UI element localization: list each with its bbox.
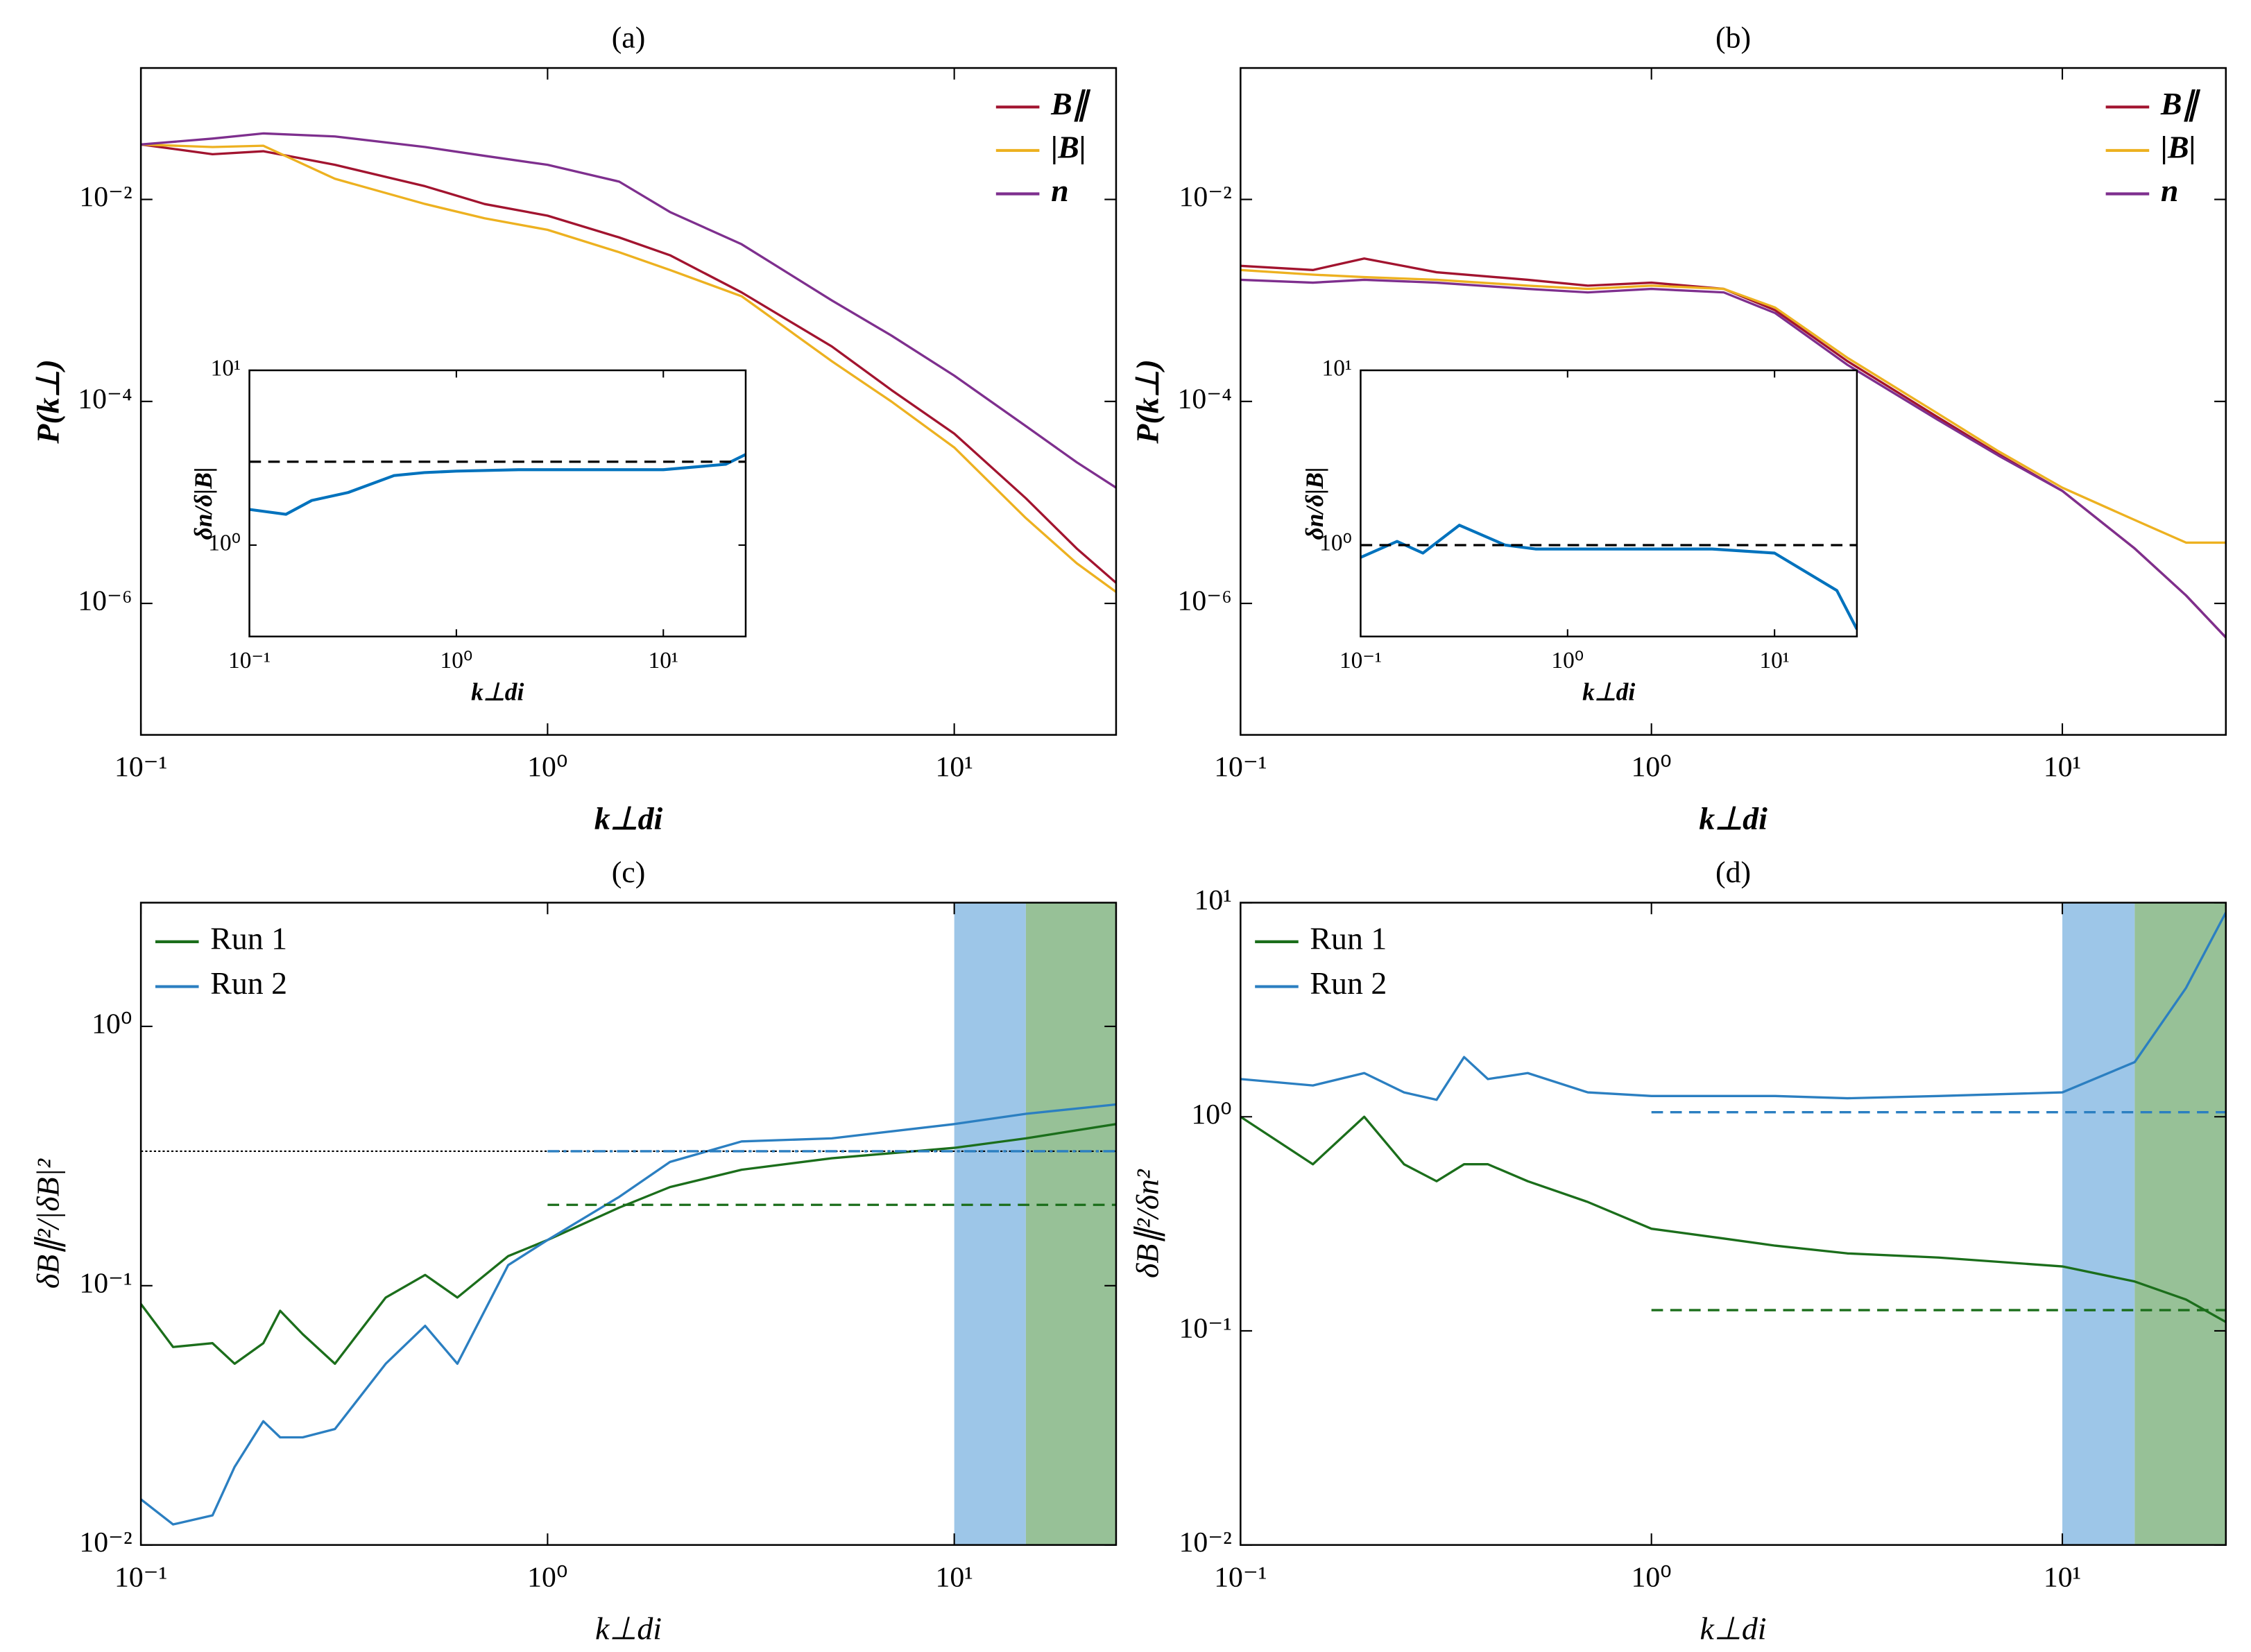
legend-label: n (1051, 173, 1069, 208)
y-tick-label: 10⁻² (1179, 1526, 1232, 1558)
y-axis-label: δB∥²/δn² (1130, 1169, 1165, 1278)
axes-frame (139, 902, 1118, 1546)
plot-content (249, 453, 746, 516)
legend-label: B∥ (1050, 86, 1091, 122)
y-axis-label: δB∥²/|δB|² (30, 1158, 65, 1289)
panel-title: (c) (612, 856, 646, 889)
inset: 10⁻¹ 10⁰ 10¹ 10⁰ 10¹ k⊥di δn/δ|B| (189, 356, 747, 705)
x-axis-label: k⊥di (595, 1610, 662, 1646)
x-tick-label: 10⁰ (1631, 1561, 1671, 1593)
panel-title: (d) (1715, 856, 1751, 889)
legend-label: |B| (2161, 129, 2196, 164)
x-tick-label: 10⁰ (440, 648, 473, 673)
y-tick-label: 10¹ (1322, 356, 1352, 381)
x-axis-label: k⊥di (1700, 1610, 1767, 1646)
x-tick-label: 10⁰ (1631, 751, 1671, 783)
x-tick-label: 10⁰ (527, 1561, 567, 1593)
y-tick-label: 10⁻¹ (1179, 1313, 1232, 1345)
y-tick-label: 10⁻⁶ (1178, 585, 1232, 617)
shaded-span (954, 902, 1026, 1545)
y-axis-label: P(k⊥) (1130, 359, 1165, 444)
x-tick-label: 10⁰ (1551, 648, 1584, 673)
axes-frame (1360, 369, 1858, 638)
shaded-span (2134, 902, 2226, 1545)
x-axis-label: k⊥di (471, 678, 524, 705)
series-line (141, 1123, 1116, 1366)
y-axis-label: P(k⊥) (30, 359, 65, 444)
series-line (1240, 911, 2226, 1101)
y-tick-label: 10⁰ (208, 531, 241, 556)
plot-content (1240, 902, 2226, 1545)
x-axis-label: k⊥di (1582, 678, 1635, 705)
y-tick-label: 10⁰ (1191, 1099, 1231, 1130)
legend-label: |B| (1051, 129, 1086, 164)
series-line (141, 132, 1116, 489)
shaded-span (1025, 902, 1116, 1545)
legend-label: Run 1 (210, 920, 287, 956)
x-axis-label: k⊥di (1699, 800, 1768, 836)
series-line (1240, 268, 2226, 544)
inset: 10⁻¹ 10⁰ 10¹ 10⁰ 10¹ k⊥di δn/δ|B| (1301, 356, 1858, 705)
series-line (1360, 524, 1857, 630)
series-line (249, 453, 746, 516)
legend-label: B∥ (2160, 86, 2201, 122)
y-tick-label: 10⁻² (79, 181, 132, 213)
plot-content (1360, 524, 1857, 630)
x-tick-label: 10¹ (936, 1561, 973, 1593)
y-tick-label: 10⁰ (92, 1008, 132, 1040)
x-tick-label: 10⁻¹ (114, 1561, 167, 1593)
y-tick-label: 10⁰ (1319, 531, 1352, 556)
series-line (141, 143, 1116, 593)
legend-label: Run 2 (1310, 965, 1387, 1001)
panel-title: (a) (612, 21, 646, 54)
y-tick-label: 10¹ (1195, 884, 1232, 916)
x-tick-label: 10⁻¹ (1214, 751, 1267, 783)
series-line (141, 143, 1116, 584)
y-tick-label: 10⁻⁴ (78, 383, 132, 415)
x-tick-label: 10⁻¹ (1340, 648, 1382, 673)
panel-title: (b) (1715, 21, 1751, 54)
legend-label: Run 1 (1310, 920, 1387, 956)
x-tick-label: 10¹ (936, 751, 973, 783)
panel: 10⁻¹ 10⁰ 10¹10⁻²10⁻¹10⁰10¹(d)k⊥diδB∥²/δn²R… (1130, 856, 2227, 1646)
x-tick-label: 10¹ (2044, 751, 2081, 783)
y-tick-label: 10⁻⁶ (78, 585, 132, 617)
plot-area (249, 370, 746, 637)
y-tick-label: 10⁻⁴ (1178, 383, 1232, 415)
panel: 10⁻¹ 10⁰ 10¹10⁻²10⁻¹10⁰(c)k⊥diδB∥²/|δB|²Ru… (30, 856, 1118, 1646)
y-axis-label: δn/δ|B| (1301, 467, 1328, 540)
y-tick-label: 10¹ (211, 356, 241, 381)
axes-frame (1240, 902, 2227, 1546)
x-tick-label: 10⁰ (527, 751, 567, 783)
y-tick-label: 10⁻² (79, 1526, 132, 1558)
series-line (1240, 278, 2226, 639)
legend-label: Run 2 (210, 965, 287, 1001)
plot-area (1240, 902, 2226, 1545)
y-tick-label: 10⁻² (1179, 181, 1232, 213)
x-tick-label: 10⁻¹ (1214, 1561, 1267, 1593)
legend-label: n (2161, 173, 2179, 208)
plot-content (141, 132, 1116, 593)
y-axis-label: δn/δ|B| (189, 467, 217, 540)
x-tick-label: 10¹ (2044, 1561, 2081, 1593)
x-tick-label: 10⁻¹ (228, 648, 271, 673)
x-tick-label: 10⁻¹ (114, 751, 167, 783)
x-tick-label: 10¹ (1759, 648, 1789, 673)
series-line (141, 1103, 1116, 1526)
x-axis-label: k⊥di (594, 800, 663, 836)
axes-frame (248, 369, 747, 638)
y-tick-label: 10⁻¹ (79, 1267, 132, 1299)
series-line (1240, 1115, 2226, 1323)
plot-content (1240, 257, 2226, 639)
plot-content (141, 902, 1116, 1545)
plot-area (1360, 370, 1857, 637)
shaded-span (2062, 902, 2135, 1545)
x-tick-label: 10¹ (649, 648, 678, 673)
